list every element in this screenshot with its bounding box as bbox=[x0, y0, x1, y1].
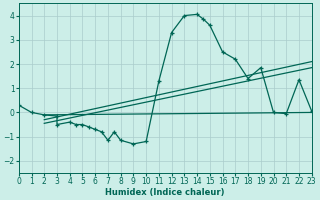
X-axis label: Humidex (Indice chaleur): Humidex (Indice chaleur) bbox=[106, 188, 225, 197]
